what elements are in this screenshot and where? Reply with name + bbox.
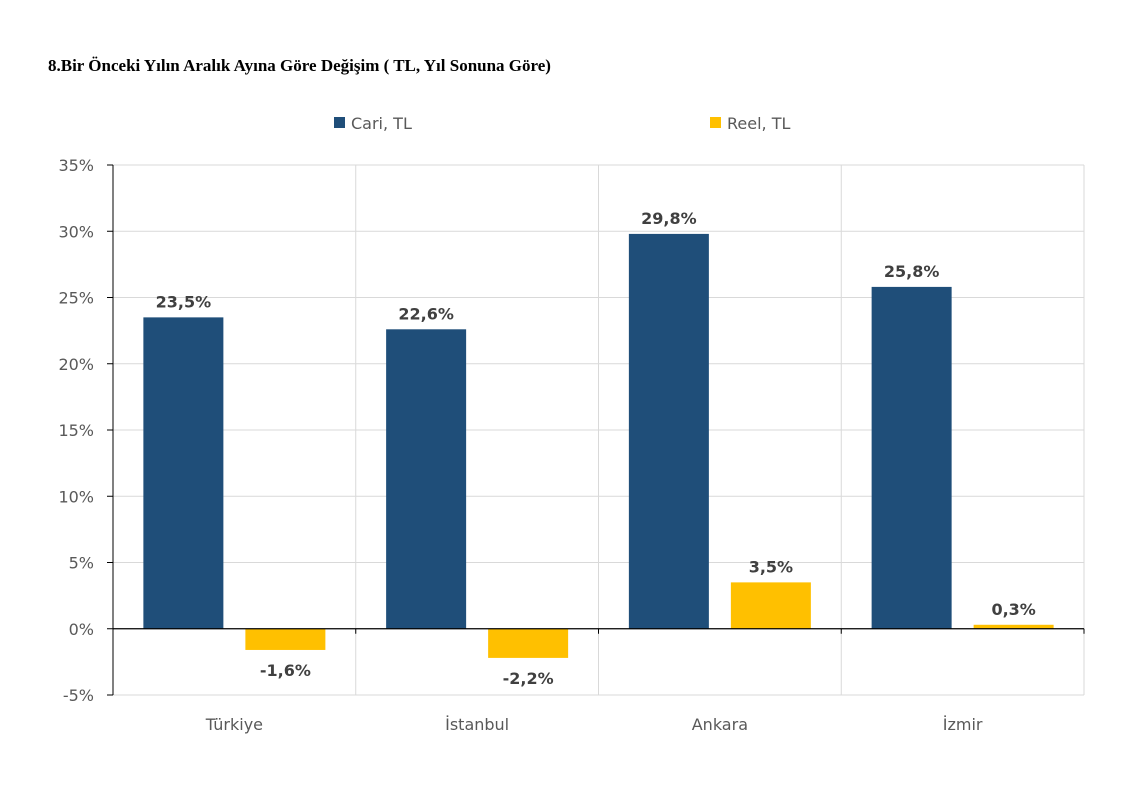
- y-tick-label: 20%: [58, 355, 94, 374]
- data-label: 29,8%: [641, 209, 697, 228]
- data-label: 0,3%: [991, 600, 1035, 619]
- y-tick-label: 35%: [58, 156, 94, 175]
- bar: [730, 582, 811, 629]
- category-label: İstanbul: [445, 715, 509, 734]
- legend-swatch: [710, 117, 721, 128]
- y-tick-label: 15%: [58, 421, 94, 440]
- y-tick-label: 10%: [58, 487, 94, 506]
- bar: [245, 628, 326, 650]
- chart-title: 8.Bir Önceki Yılın Aralık Ayına Göre Değ…: [48, 56, 551, 75]
- legend-swatch: [334, 117, 345, 128]
- data-label: -1,6%: [260, 661, 311, 680]
- category-label: İzmir: [943, 715, 983, 734]
- data-label: 22,6%: [398, 304, 454, 323]
- y-tick-label: 30%: [58, 222, 94, 241]
- bar: [628, 233, 709, 629]
- legend-label: Reel, TL: [727, 114, 790, 133]
- y-tick-label: -5%: [63, 686, 94, 705]
- y-tick-label: 25%: [58, 289, 94, 308]
- data-label: 23,5%: [156, 292, 212, 311]
- y-tick-label: 0%: [69, 620, 94, 639]
- data-label: -2,2%: [503, 669, 554, 688]
- bar: [488, 628, 569, 658]
- category-label: Ankara: [692, 715, 748, 734]
- bar: [973, 624, 1054, 629]
- y-tick-label: 5%: [69, 554, 94, 573]
- category-label: Türkiye: [205, 715, 263, 734]
- bar: [143, 317, 224, 629]
- data-label: 25,8%: [884, 262, 940, 281]
- legend-label: Cari, TL: [351, 114, 412, 133]
- bar: [386, 329, 467, 629]
- bar: [871, 286, 952, 629]
- data-label: 3,5%: [749, 557, 793, 576]
